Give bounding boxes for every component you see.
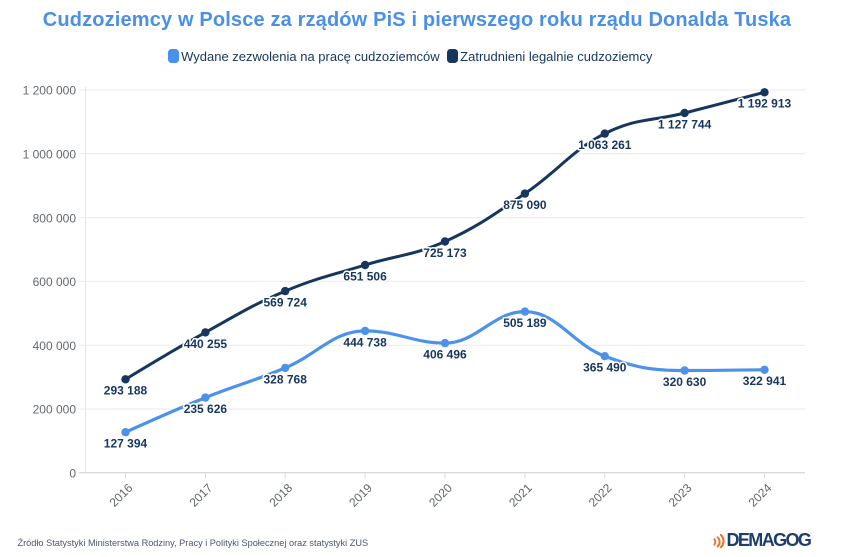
- svg-text:365 490: 365 490: [583, 361, 627, 375]
- svg-text:2022: 2022: [586, 481, 615, 510]
- svg-text:2019: 2019: [346, 481, 375, 510]
- svg-text:1 063 261: 1 063 261: [578, 138, 632, 152]
- svg-text:2020: 2020: [426, 481, 455, 510]
- svg-text:322 941: 322 941: [743, 374, 787, 388]
- svg-text:200 000: 200 000: [33, 403, 77, 417]
- svg-text:2016: 2016: [107, 481, 136, 510]
- svg-text:440 255: 440 255: [184, 337, 228, 351]
- svg-text:0: 0: [69, 467, 76, 481]
- svg-text:2021: 2021: [506, 481, 535, 510]
- svg-text:1 192 913: 1 192 913: [738, 97, 792, 111]
- svg-text:235 626: 235 626: [184, 402, 228, 416]
- svg-text:328 768: 328 768: [264, 372, 308, 386]
- svg-text:293 188: 293 188: [104, 384, 148, 398]
- svg-text:600 000: 600 000: [33, 275, 77, 289]
- svg-text:875 090: 875 090: [503, 198, 547, 212]
- svg-text:2024: 2024: [746, 481, 775, 510]
- svg-text:725 173: 725 173: [423, 246, 467, 260]
- svg-text:651 506: 651 506: [343, 269, 387, 283]
- svg-text:320 630: 320 630: [663, 375, 707, 389]
- svg-text:2023: 2023: [666, 481, 695, 510]
- svg-text:406 496: 406 496: [423, 348, 467, 362]
- svg-text:800 000: 800 000: [33, 211, 77, 225]
- svg-text:400 000: 400 000: [33, 339, 77, 353]
- svg-text:2017: 2017: [187, 481, 216, 510]
- svg-text:444 738: 444 738: [343, 335, 387, 349]
- svg-text:1 200 000: 1 200 000: [23, 84, 77, 98]
- svg-text:569 724: 569 724: [264, 296, 308, 310]
- svg-text:1 127 744: 1 127 744: [658, 117, 712, 131]
- svg-text:127 394: 127 394: [104, 437, 148, 451]
- svg-text:2018: 2018: [266, 481, 295, 510]
- svg-text:1 000 000: 1 000 000: [23, 148, 77, 162]
- svg-text:505 189: 505 189: [503, 316, 547, 330]
